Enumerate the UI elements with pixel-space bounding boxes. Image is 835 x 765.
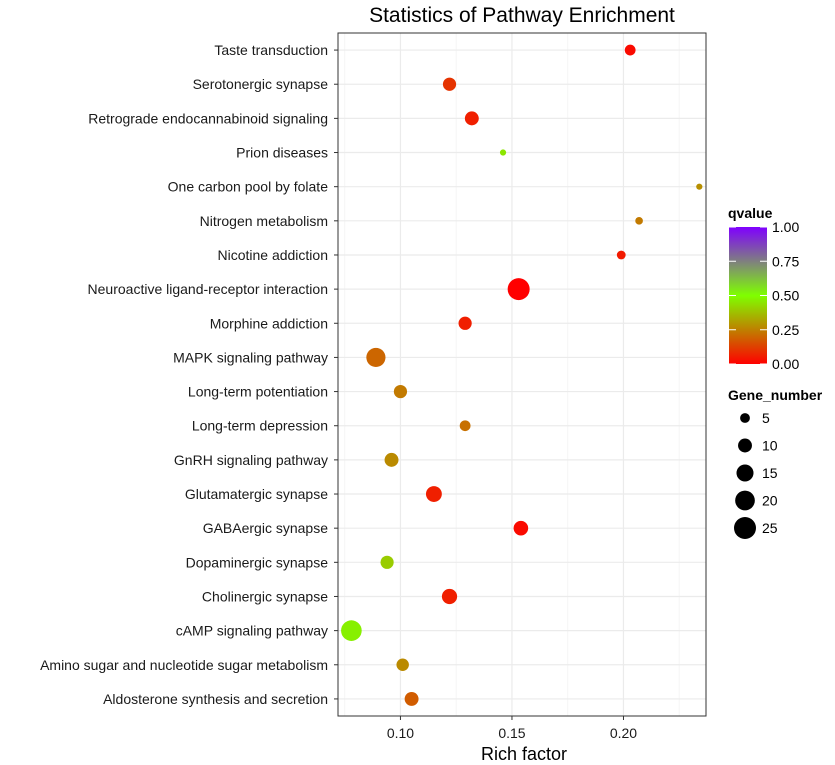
y-tick-label: MAPK signaling pathway (173, 349, 328, 365)
y-tick-label: Cholinergic synapse (202, 588, 328, 604)
gene-number-legend-label: 5 (762, 410, 770, 426)
qvalue-legend: qvalue 0.00 0.25 0.50 0.75 1.00 (728, 205, 799, 372)
y-tick-label: Long-term potentiation (188, 384, 328, 400)
gene-number-legend: Gene_number 5 10 15 20 25 (728, 387, 823, 539)
y-tick-label: One carbon pool by folate (168, 179, 329, 195)
data-point (624, 44, 636, 56)
y-tick-label: Prion diseases (236, 145, 328, 161)
data-point (507, 278, 530, 301)
y-tick-label: Amino sugar and nucleotide sugar metabol… (40, 657, 328, 673)
panel-border (337, 32, 707, 717)
y-tick-label: Retrograde endocannabinoid signaling (88, 110, 328, 126)
y-axis-labels: Taste transduction Serotonergic synapse Re… (40, 42, 338, 707)
data-point (616, 250, 626, 260)
x-tick-label: 0.15 (498, 725, 525, 741)
y-tick-label: Glutamatergic synapse (185, 486, 328, 502)
qvalue-tick-label: 0.50 (772, 288, 799, 304)
gene-number-legend-label: 15 (762, 465, 778, 481)
data-point (384, 452, 399, 467)
y-tick-label: Long-term depression (192, 418, 328, 434)
data-point (458, 316, 472, 330)
data-point (380, 555, 394, 569)
chart-title: Statistics of Pathway Enrichment (369, 4, 675, 27)
data-point (441, 588, 458, 605)
x-tick-label: 0.20 (610, 725, 637, 741)
data-point (425, 486, 442, 502)
y-tick-label: Neuroactive ligand-receptor interaction (88, 281, 328, 297)
y-tick-label: GABAergic synapse (203, 520, 328, 536)
data-point (341, 620, 362, 641)
x-axis-title: Rich factor (481, 744, 567, 764)
gene-number-legend-dot (736, 464, 754, 482)
data-point (442, 77, 457, 91)
data-point (635, 217, 643, 225)
data-point (396, 658, 409, 671)
qvalue-tick-label: 1.00 (772, 219, 799, 235)
x-tick-label: 0.10 (387, 725, 414, 741)
y-tick-label: cAMP signaling pathway (176, 623, 328, 639)
y-tick-label: GnRH signaling pathway (174, 452, 328, 468)
gene-number-legend-label: 10 (762, 438, 778, 454)
y-tick-label: Morphine addiction (210, 315, 328, 331)
qvalue-tick-label: 0.75 (772, 253, 799, 269)
gene-number-legend-label: 25 (762, 520, 778, 536)
data-points (341, 44, 703, 706)
data-point (366, 347, 386, 368)
gene-number-legend-dot (735, 490, 755, 511)
y-tick-label: Taste transduction (214, 42, 328, 58)
qvalue-tick-label: 0.00 (772, 356, 799, 372)
y-tick-label: Nicotine addiction (217, 247, 328, 263)
qvalue-tick-label: 0.25 (772, 322, 799, 338)
data-point (464, 111, 479, 126)
data-point (459, 420, 471, 432)
gene-number-legend-title: Gene_number (728, 387, 823, 403)
y-tick-label: Nitrogen metabolism (200, 213, 328, 229)
gene-number-legend-dot (740, 413, 750, 423)
y-tick-label: Dopaminergic synapse (186, 554, 329, 570)
data-point (499, 149, 507, 156)
gene-number-legend-dot (734, 517, 756, 539)
data-point (393, 384, 408, 399)
panel-background (338, 33, 706, 716)
gene-number-legend-dot (738, 438, 752, 453)
y-tick-label: Serotonergic synapse (193, 76, 329, 92)
data-point (513, 520, 529, 536)
plot-panel (337, 32, 707, 717)
x-axis-ticks: 0.10 0.15 0.20 (387, 716, 637, 741)
y-tick-label: Aldosterone synthesis and secretion (103, 691, 328, 707)
data-point (404, 691, 419, 706)
data-point (696, 183, 703, 190)
gene-number-legend-items: 5 10 15 20 25 (734, 410, 778, 539)
qvalue-legend-title: qvalue (728, 205, 773, 221)
gene-number-legend-label: 20 (762, 493, 778, 509)
qvalue-legend-ticks: 0.00 0.25 0.50 0.75 1.00 (729, 219, 799, 372)
